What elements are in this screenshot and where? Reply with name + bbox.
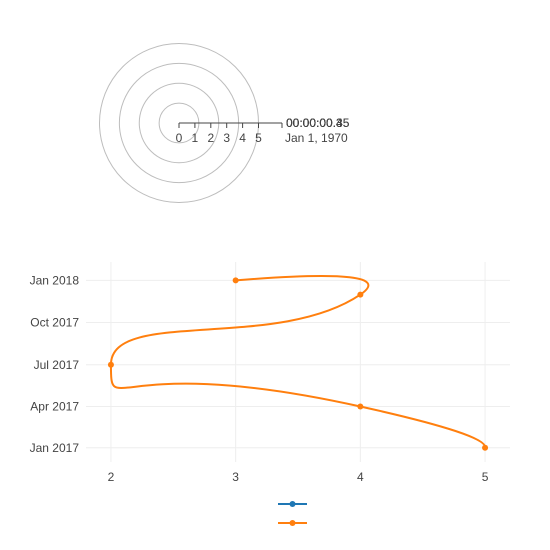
legend-marker	[289, 520, 296, 526]
radial-axis-tick-label: 5	[255, 131, 262, 145]
legend-marker	[289, 501, 296, 507]
y-tick-label: Oct 2017	[30, 316, 79, 330]
angular-axis-label: 00:00:00.45	[286, 116, 350, 130]
x-axis-ticks: 2 3 4 5	[108, 470, 489, 484]
series-lines	[109, 275, 487, 449]
radial-axis-tick-label: 2	[207, 131, 214, 145]
angular-axis-label: 00:00:00.35	[286, 116, 350, 130]
y-axis-ticks: Jan 2017 Apr 2017 Jul 2017 Oct 2017 Jan 2018	[30, 273, 80, 454]
radial-axis-tick-label: 3	[223, 131, 230, 145]
radial-axis-tick-label: 1	[192, 131, 199, 145]
data-point	[232, 277, 239, 284]
data-point	[357, 291, 364, 298]
data-point	[107, 361, 114, 368]
series-line	[109, 275, 487, 449]
series-points	[107, 277, 489, 451]
y-tick-label: Jan 2017	[30, 441, 80, 455]
data-point	[482, 444, 489, 451]
radial-axis-end-label: Jan 1, 1970	[285, 131, 348, 145]
x-tick-label: 4	[357, 470, 364, 484]
y-tick-label: Apr 2017	[30, 399, 79, 413]
y-tick-label: Jul 2017	[34, 358, 80, 372]
legend-entry[interactable]	[278, 520, 307, 526]
x-tick-label: 5	[482, 470, 489, 484]
data-point	[357, 403, 364, 410]
y-tick-label: Jan 2018	[30, 273, 80, 287]
radial-axis-tick-label: 0	[176, 131, 183, 145]
legend[interactable]	[278, 501, 307, 526]
angular-axis-label: 00:00:00.4	[286, 116, 343, 130]
angular-axis-label: 00:00:00.3	[286, 116, 343, 130]
x-tick-label: 3	[232, 470, 239, 484]
legend-entry[interactable]	[278, 501, 307, 507]
cartesian-grid	[86, 262, 510, 462]
x-tick-label: 2	[108, 470, 115, 484]
polar-chart: 0 1 2 3 4 5 Jan 1, 197000:00:00.300:00:00.3500…	[99, 43, 350, 203]
radial-axis-tick-label: 4	[239, 131, 246, 145]
